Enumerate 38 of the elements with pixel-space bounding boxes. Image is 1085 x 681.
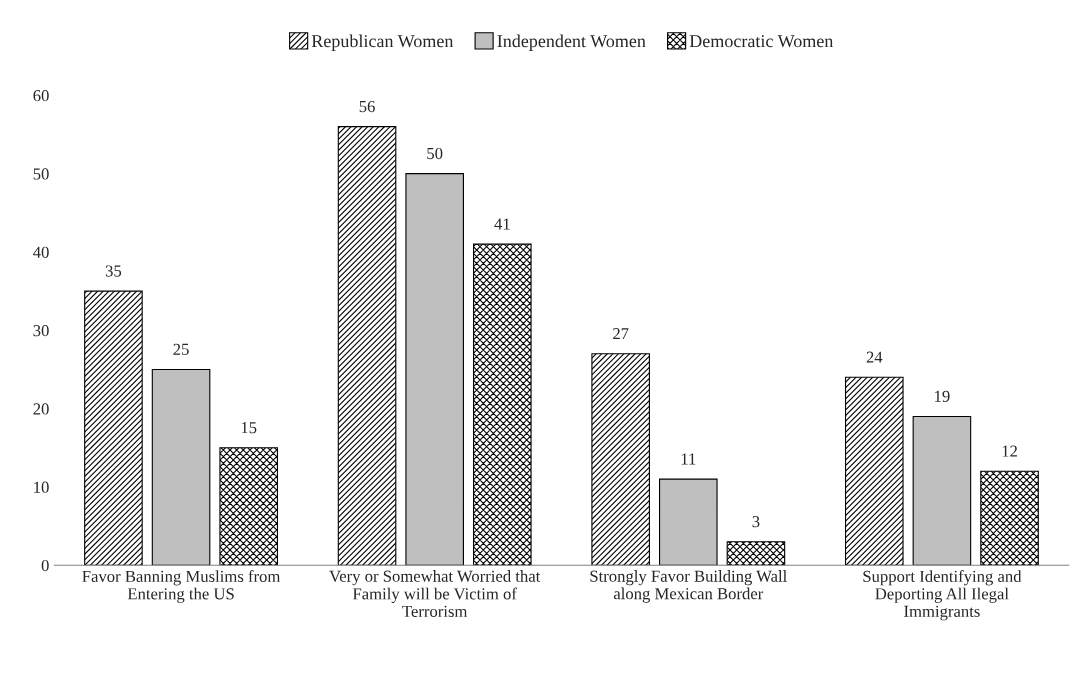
bar (980, 470, 1039, 566)
y-tick-label: 40 (33, 246, 49, 258)
x-tick-label: Favor Banning Muslims from Entering the US (82, 570, 281, 603)
data-label: 19 (935, 390, 950, 402)
data-label: 27 (613, 328, 629, 340)
bar (591, 353, 650, 566)
bar (726, 541, 786, 566)
data-label: 24 (866, 351, 883, 363)
y-tick-label: 60 (33, 90, 49, 102)
bar (219, 447, 278, 566)
legend-label: Republican Women (311, 34, 454, 51)
y-tick-label: 0 (41, 559, 49, 572)
data-label: 35 (105, 265, 122, 277)
data-label: 3 (752, 516, 760, 528)
data-label: 25 (173, 343, 189, 355)
data-label: 41 (494, 218, 510, 230)
bar (658, 478, 718, 566)
y-tick-label: 50 (33, 168, 49, 180)
x-tick-label: Very or Somewhat Worried that Family will be Victim of Terrorism (329, 570, 541, 617)
bar (912, 415, 972, 566)
bar (151, 368, 211, 566)
y-tick-label: 10 (34, 481, 49, 493)
bar (405, 173, 464, 566)
data-label: 11 (681, 453, 696, 465)
bar (844, 376, 904, 566)
y-tick-label: 20 (33, 403, 49, 415)
data-label: 56 (359, 100, 375, 113)
y-tick-label: 30 (33, 324, 49, 337)
data-label: 12 (1002, 445, 1017, 457)
data-label: 15 (241, 422, 257, 434)
legend-label: Independent Women (497, 34, 646, 51)
bar (84, 290, 143, 566)
bar (473, 243, 532, 566)
x-tick-label: Support Identifying and Deporting All Ilegal Immigrants (863, 570, 1022, 621)
bar (337, 126, 397, 566)
legend-label: Democratic Women (689, 35, 834, 48)
data-label: 50 (427, 147, 443, 160)
x-tick-label: Strongly Favor Building Wall along Mexican Border (590, 570, 787, 603)
